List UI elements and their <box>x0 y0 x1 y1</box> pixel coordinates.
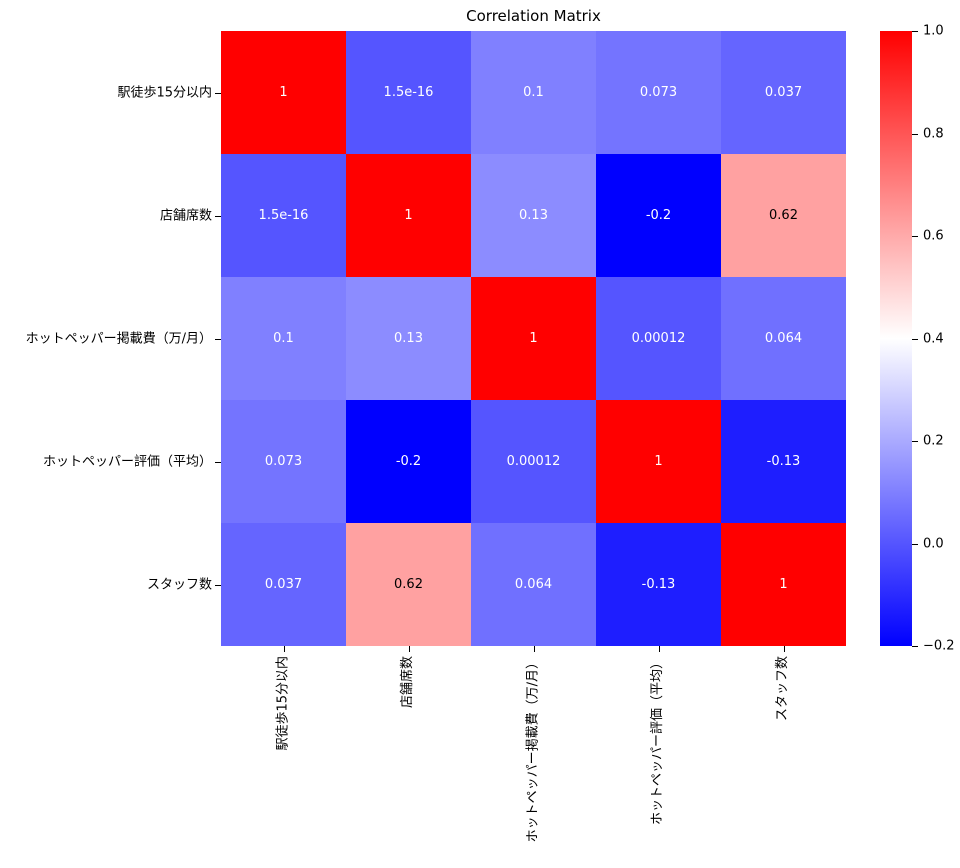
cell-annotation: 0.00012 <box>506 454 561 469</box>
y-tick-label: 店舗席数 <box>159 208 212 223</box>
colorbar-tick-mark <box>912 236 918 237</box>
x-tick-mark <box>533 646 535 652</box>
heatmap-cell: 1 <box>346 154 471 277</box>
heatmap-cell: 0.1 <box>221 277 346 400</box>
heatmap-cell: 0.00012 <box>471 400 596 523</box>
cell-annotation: 0.13 <box>394 331 423 346</box>
cell-annotation: 0.073 <box>639 85 678 100</box>
cell-annotation: 0.1 <box>523 85 544 100</box>
cell-annotation: 0.00012 <box>631 331 686 346</box>
x-tick-mark <box>283 646 285 652</box>
x-tick-label: スタッフ数 <box>775 656 791 722</box>
x-tick-label: ホットペッパー評価（平均） <box>650 656 666 826</box>
y-tick-label: ホットペッパー評価（平均） <box>42 454 212 469</box>
colorbar-tick-label: 0.4 <box>923 331 944 346</box>
cell-annotation: 1 <box>404 208 413 223</box>
heatmap-cell: 0.62 <box>721 154 846 277</box>
colorbar-tick-label: 0.2 <box>923 433 944 449</box>
y-tick-mark <box>215 92 221 94</box>
x-tick-label: 店舗席数 <box>400 656 416 709</box>
heatmap-cell: 0.00012 <box>596 277 721 400</box>
heatmap-cell: 0.037 <box>721 31 846 154</box>
heatmap-cell: 0.073 <box>596 31 721 154</box>
cell-annotation: -0.2 <box>395 454 422 469</box>
heatmap-cell: 0.13 <box>471 154 596 277</box>
colorbar-tick-label: 0.0 <box>923 536 944 551</box>
colorbar <box>880 31 912 646</box>
cell-annotation: 0.037 <box>764 85 803 100</box>
heatmap-cell: 0.1 <box>471 31 596 154</box>
colorbar-tick-mark <box>912 646 918 647</box>
cell-annotation: 0.1 <box>273 331 294 346</box>
heatmap-cell: -0.13 <box>721 400 846 523</box>
y-tick-label: 駅徒歩15分以内 <box>117 85 212 100</box>
colorbar-tick-mark <box>912 31 918 32</box>
cell-annotation: 0.064 <box>514 577 553 592</box>
heatmap-cell: 0.064 <box>471 523 596 646</box>
heatmap-cell: 0.064 <box>721 277 846 400</box>
chart-title: Correlation Matrix <box>466 7 601 25</box>
heatmap-cell: 1 <box>221 31 346 154</box>
x-tick-mark <box>783 646 785 652</box>
y-tick-mark <box>215 215 221 217</box>
cell-annotation: 1 <box>654 454 663 469</box>
colorbar-tick-mark <box>912 441 918 442</box>
y-tick-mark <box>215 461 221 463</box>
cell-annotation: -0.13 <box>641 577 676 592</box>
heatmap-cell: 1.5e-16 <box>221 154 346 277</box>
heatmap-cell: -0.2 <box>596 154 721 277</box>
cell-annotation: 0.037 <box>264 577 303 592</box>
heatmap-cell: 1 <box>721 523 846 646</box>
colorbar-tick-label: −0.2 <box>923 638 955 654</box>
x-tick-mark <box>408 646 410 652</box>
y-tick-mark <box>215 584 221 586</box>
colorbar-tick-mark <box>912 338 918 340</box>
heatmap-cell: 0.037 <box>221 523 346 646</box>
colorbar-tick-mark <box>912 543 918 545</box>
cell-annotation: 0.073 <box>264 454 303 469</box>
heatmap-cell: 0.62 <box>346 523 471 646</box>
cell-annotation: 1 <box>529 331 538 346</box>
y-tick-label: スタッフ数 <box>146 577 212 592</box>
heatmap-cell: 0.13 <box>346 277 471 400</box>
colorbar-tick-label: 0.6 <box>923 228 944 244</box>
heatmap-cell: -0.2 <box>346 400 471 523</box>
heatmap-cell: -0.13 <box>596 523 721 646</box>
colorbar-tick-label: 0.8 <box>923 126 944 141</box>
heatmap-cell: 1 <box>471 277 596 400</box>
heatmap-cell: 0.073 <box>221 400 346 523</box>
cell-annotation: 1 <box>279 85 288 100</box>
x-tick-mark <box>658 646 660 652</box>
cell-annotation: 0.62 <box>769 208 798 223</box>
cell-annotation: 0.064 <box>764 331 803 346</box>
x-tick-label: ホットペッパー掲載費（万/月） <box>525 656 541 843</box>
cell-annotation: -0.2 <box>645 208 672 223</box>
cell-annotation: 1.5e-16 <box>383 85 434 100</box>
x-tick-label: 駅徒歩15分以内 <box>275 656 291 751</box>
y-tick-label: ホットペッパー掲載費（万/月） <box>25 331 212 346</box>
cell-annotation: 1 <box>779 577 788 592</box>
cell-annotation: 0.13 <box>519 208 548 223</box>
heatmap-cell: 1.5e-16 <box>346 31 471 154</box>
heatmap-cell: 1 <box>596 400 721 523</box>
y-tick-mark <box>215 338 221 340</box>
cell-annotation: 1.5e-16 <box>258 208 309 223</box>
colorbar-tick-label: 1.0 <box>923 23 944 39</box>
cell-annotation: -0.13 <box>766 454 801 469</box>
heatmap: 1 1.5e-16 0.1 0.073 0.037 1.5e-16 1 0.13 -0.2 0.6… <box>221 31 846 646</box>
cell-annotation: 0.62 <box>394 577 423 592</box>
colorbar-tick-mark <box>912 133 918 135</box>
